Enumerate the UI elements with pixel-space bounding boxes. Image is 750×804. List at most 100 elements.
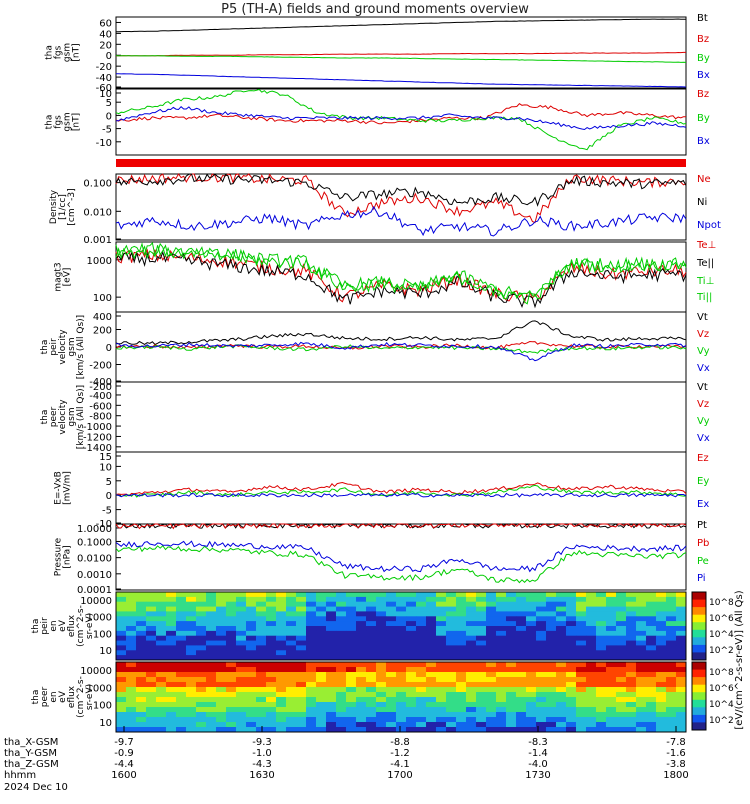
heatmap-cell-p10: [326, 697, 337, 703]
heatmap-cell-p9: [616, 645, 627, 651]
heatmap-cell-p10: [606, 692, 617, 698]
heatmap-cell-p9: [506, 635, 517, 641]
heatmap-cell-p10: [196, 697, 207, 703]
heatmap-cell-p9: [476, 592, 487, 598]
heatmap-cell-p9: [406, 645, 417, 651]
heatmap-cell-p9: [196, 645, 207, 651]
heatmap-cell-p9: [276, 626, 287, 632]
heatmap-cell-p9: [246, 592, 257, 598]
heatmap-cell-p10: [186, 672, 197, 678]
heatmap-cell-p9: [526, 621, 537, 627]
heatmap-cell-p9: [216, 626, 227, 632]
heatmap-cell-p9: [316, 611, 327, 617]
heatmap-cell-p9: [636, 655, 647, 661]
heatmap-cell-p10: [466, 712, 477, 718]
heatmap-cell-p9: [386, 650, 397, 656]
heatmap-cell-p10: [486, 677, 497, 683]
heatmap-cell-p9: [316, 640, 327, 646]
heatmap-cell-p9: [146, 635, 157, 641]
heatmap-cell-p10: [456, 672, 467, 678]
heatmap-cell-p9: [116, 611, 127, 617]
heatmap-cell-p10: [316, 667, 327, 673]
heatmap-cell-p9: [516, 630, 527, 637]
heatmap-cell-p9: [146, 626, 157, 632]
colorbar-tick-bottom: 10^8: [709, 668, 734, 678]
heatmap-cell-p9: [456, 650, 467, 656]
heatmap-cell-p10: [246, 677, 257, 683]
heatmap-cell-p10: [676, 672, 687, 678]
heatmap-cell-p9: [656, 606, 667, 612]
heatmap-cell-p9: [296, 630, 307, 637]
heatmap-cell-p10: [256, 697, 267, 703]
heatmap-cell-p10: [496, 667, 507, 673]
heatmap-cell-p10: [576, 677, 587, 683]
heatmap-cell-p9: [156, 655, 167, 661]
y-axis-label-line: velocity: [58, 399, 68, 435]
heatmap-cell-p9: [606, 635, 617, 641]
heatmap-cell-p9: [456, 640, 467, 646]
heatmap-cell-p10: [506, 712, 517, 718]
colorbar-top-swatch: [692, 637, 706, 646]
heatmap-cell-p10: [316, 687, 327, 693]
heatmap-cell-p10: [116, 727, 127, 733]
legend-label-p4-2: Ti⊥: [696, 276, 714, 287]
heatmap-cell-p9: [126, 640, 137, 646]
heatmap-cell-p10: [396, 717, 407, 723]
heatmap-cell-p10: [226, 712, 237, 718]
heatmap-cell-p10: [526, 672, 537, 678]
heatmap-cell-p10: [126, 667, 137, 673]
heatmap-cell-p10: [296, 722, 307, 728]
heatmap-cell-p9: [206, 626, 217, 632]
heatmap-cell-p9: [236, 630, 247, 637]
legend-label-p5-0: Vt: [697, 312, 708, 323]
panel-frame-p4: [115, 241, 687, 313]
heatmap-cell-p10: [196, 682, 207, 688]
series-line-p8-2: [115, 544, 687, 584]
y-tick-label-p5: -400: [89, 377, 112, 388]
heatmap-cell-p9: [556, 596, 567, 603]
heatmap-cell-p10: [366, 662, 377, 668]
heatmap-cell-p10: [346, 702, 357, 708]
y-tick-label-p5: -200: [89, 361, 112, 372]
heatmap-cell-p9: [416, 601, 427, 607]
heatmap-cell-p9: [666, 596, 677, 603]
footer-value: -0.9: [114, 748, 134, 759]
heatmap-cell-p9: [236, 611, 247, 617]
heatmap-cell-p9: [546, 635, 557, 641]
heatmap-cell-p10: [536, 727, 547, 733]
heatmap-cell-p10: [446, 677, 457, 683]
panel-frame-p2: [115, 88, 687, 156]
heatmap-cell-p10: [296, 692, 307, 698]
y-tick-label-p7: 15: [99, 452, 112, 463]
heatmap-cell-p9: [116, 621, 127, 627]
heatmap-cell-p9: [586, 621, 597, 627]
heatmap-cell-p10: [456, 702, 467, 708]
heatmap-cell-p10: [326, 717, 337, 723]
heatmap-cell-p9: [296, 606, 307, 612]
heatmap-cell-p9: [126, 635, 137, 641]
heatmap-cell-p10: [196, 712, 207, 718]
heatmap-cell-p10: [116, 667, 127, 673]
heatmap-cell-p9: [506, 621, 517, 627]
heatmap-cell-p9: [126, 601, 137, 607]
heatmap-cell-p10: [676, 697, 687, 703]
heatmap-cell-p10: [556, 662, 567, 668]
heatmap-cell-p9: [346, 592, 357, 598]
heatmap-cell-p10: [356, 722, 367, 728]
heatmap-cell-p9: [236, 655, 247, 661]
heatmap-cell-p10: [656, 682, 667, 688]
heatmap-cell-p9: [146, 606, 157, 612]
heatmap-cell-p9: [266, 606, 277, 612]
heatmap-cell-p10: [636, 702, 647, 708]
heatmap-cell-p10: [396, 682, 407, 688]
heatmap-cell-p10: [276, 702, 287, 708]
heatmap-cell-p9: [566, 626, 577, 632]
heatmap-cell-p10: [266, 712, 277, 718]
heatmap-cell-p9: [466, 621, 477, 627]
heatmap-cell-p9: [116, 655, 127, 661]
heatmap-cell-p10: [646, 687, 657, 693]
heatmap-cell-p10: [336, 662, 347, 668]
heatmap-cell-p9: [676, 621, 687, 627]
heatmap-cell-p10: [566, 722, 577, 728]
series-line-p1-1: [115, 51, 686, 57]
